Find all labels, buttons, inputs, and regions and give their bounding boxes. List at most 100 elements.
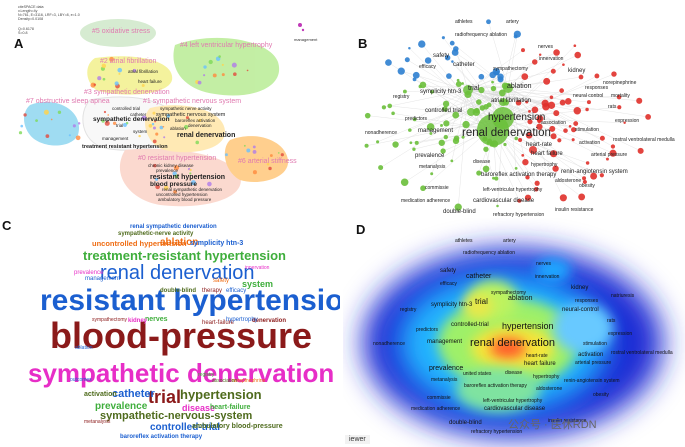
b-node bbox=[397, 67, 405, 75]
b-node bbox=[571, 138, 575, 142]
b-node bbox=[364, 143, 369, 148]
cluster-7-label: #7 obstructive sleep apnea bbox=[26, 98, 110, 105]
a-node-dot bbox=[104, 120, 110, 126]
panel-c: C renal sympathetic denervation sympathe… bbox=[0, 218, 340, 447]
b-edge bbox=[380, 87, 509, 168]
b-node bbox=[582, 179, 587, 185]
a-node-dot bbox=[97, 76, 102, 81]
d-expression: expression bbox=[608, 331, 632, 337]
b-node bbox=[450, 159, 454, 163]
b-edge bbox=[388, 62, 494, 131]
panel-d-label: D bbox=[356, 222, 366, 237]
panel-c-label: C bbox=[2, 218, 12, 233]
d-medication: medication adherence bbox=[411, 406, 460, 412]
b-node bbox=[528, 109, 531, 113]
b-activation: activation bbox=[579, 140, 600, 146]
b-edge bbox=[507, 87, 526, 163]
d-controlled-trial: controlled-trial bbox=[451, 322, 489, 328]
d-heart-rate: heart-rate bbox=[526, 353, 548, 359]
b-baroreflex: baroreflex activation therapy bbox=[481, 172, 556, 178]
node-sympathetic-denervation: sympathetic denervation bbox=[93, 116, 170, 123]
b-node bbox=[392, 141, 399, 148]
d-ablation: ablation bbox=[508, 295, 533, 302]
d-natriuresis: natriuresis bbox=[611, 293, 635, 299]
b-node bbox=[525, 100, 529, 104]
b-lvh: left-ventricular hypertrophy bbox=[483, 187, 543, 193]
side-label: management bbox=[294, 37, 318, 42]
b-radiofrequency-ablation: radiofrequency ablation bbox=[455, 32, 507, 38]
a-node-dot bbox=[203, 65, 207, 69]
b-node bbox=[381, 105, 387, 110]
b-node bbox=[402, 89, 407, 94]
side-node bbox=[298, 23, 302, 27]
b-node bbox=[486, 19, 491, 25]
b-edge bbox=[488, 21, 509, 89]
a-node-dot bbox=[266, 162, 270, 166]
wc-renal-sympathetic-denervation: renal sympathetic denervation bbox=[130, 224, 217, 230]
a-node-dot bbox=[221, 63, 224, 66]
d-arterial-pressure: arterial pressure bbox=[575, 360, 611, 366]
wc-disease: disease bbox=[182, 403, 216, 413]
d-renal-denervation: renal denervation bbox=[470, 337, 555, 349]
b-edge bbox=[507, 87, 576, 124]
a-node-dot bbox=[269, 154, 273, 157]
b-registry: registry bbox=[393, 94, 410, 100]
b-node bbox=[418, 84, 422, 89]
b-node bbox=[430, 172, 434, 176]
cluster-6-label: #6 arterial stiffness bbox=[238, 158, 297, 165]
b-node bbox=[616, 94, 622, 100]
b-node bbox=[636, 97, 643, 104]
b-node bbox=[483, 146, 489, 152]
wc-heart-failure-2: heart-failure bbox=[202, 320, 235, 326]
wc-heart-failure: heart-failure bbox=[210, 404, 251, 411]
a-node-dot bbox=[23, 113, 27, 117]
d-kidney: kidney bbox=[571, 285, 588, 291]
a-node-dot bbox=[166, 114, 171, 118]
b-edge bbox=[492, 129, 582, 198]
b-node bbox=[430, 90, 434, 94]
b-node bbox=[559, 194, 567, 202]
wc-activation: activation bbox=[84, 391, 117, 398]
b-edge bbox=[441, 87, 509, 126]
b-node bbox=[585, 107, 589, 112]
d-neural-control: neural-control bbox=[562, 307, 599, 313]
b-node bbox=[585, 161, 590, 165]
d-nonadherence: nonadherence bbox=[373, 341, 405, 347]
panel-b-nodes bbox=[364, 19, 651, 211]
b-edge bbox=[507, 87, 640, 101]
cluster-6-blob bbox=[224, 136, 289, 182]
a-node-dot bbox=[112, 121, 117, 126]
a-node-dot bbox=[155, 184, 160, 190]
node-resistant-hypertension: resistant hypertension bbox=[150, 174, 225, 181]
b-aldosterone: aldosterone bbox=[555, 178, 581, 184]
d-rats: rats bbox=[607, 318, 616, 324]
b-node bbox=[623, 121, 626, 124]
a-node-dot bbox=[221, 73, 225, 77]
node-management: management bbox=[102, 136, 129, 141]
b-node bbox=[524, 194, 532, 201]
d-aldosterone: aldosterone bbox=[536, 386, 562, 392]
b-refractory: refractory hypertension bbox=[493, 212, 544, 218]
b-edge bbox=[507, 87, 517, 169]
a-node-dot bbox=[43, 109, 49, 115]
a-node-dot bbox=[118, 72, 121, 75]
b-node bbox=[491, 80, 494, 84]
cluster-0-blob bbox=[119, 148, 241, 207]
b-node bbox=[537, 118, 542, 124]
b-edge bbox=[467, 52, 557, 91]
b-node bbox=[453, 135, 460, 142]
a-node-dot bbox=[184, 124, 189, 130]
a-node-dot bbox=[75, 135, 81, 141]
b-node bbox=[478, 73, 485, 80]
a-node-dot bbox=[122, 122, 128, 127]
b-edge bbox=[395, 87, 509, 145]
b-edge bbox=[507, 87, 540, 122]
b-node bbox=[443, 120, 450, 127]
node-atrial-fibrillation: atrial fibrillation bbox=[128, 69, 159, 74]
node-controlled-trial: controlled trial bbox=[112, 106, 140, 111]
b-edge bbox=[467, 89, 649, 118]
b-node bbox=[476, 170, 482, 176]
b-node bbox=[571, 127, 577, 133]
d-management: management bbox=[427, 339, 462, 345]
b-node bbox=[497, 73, 504, 81]
